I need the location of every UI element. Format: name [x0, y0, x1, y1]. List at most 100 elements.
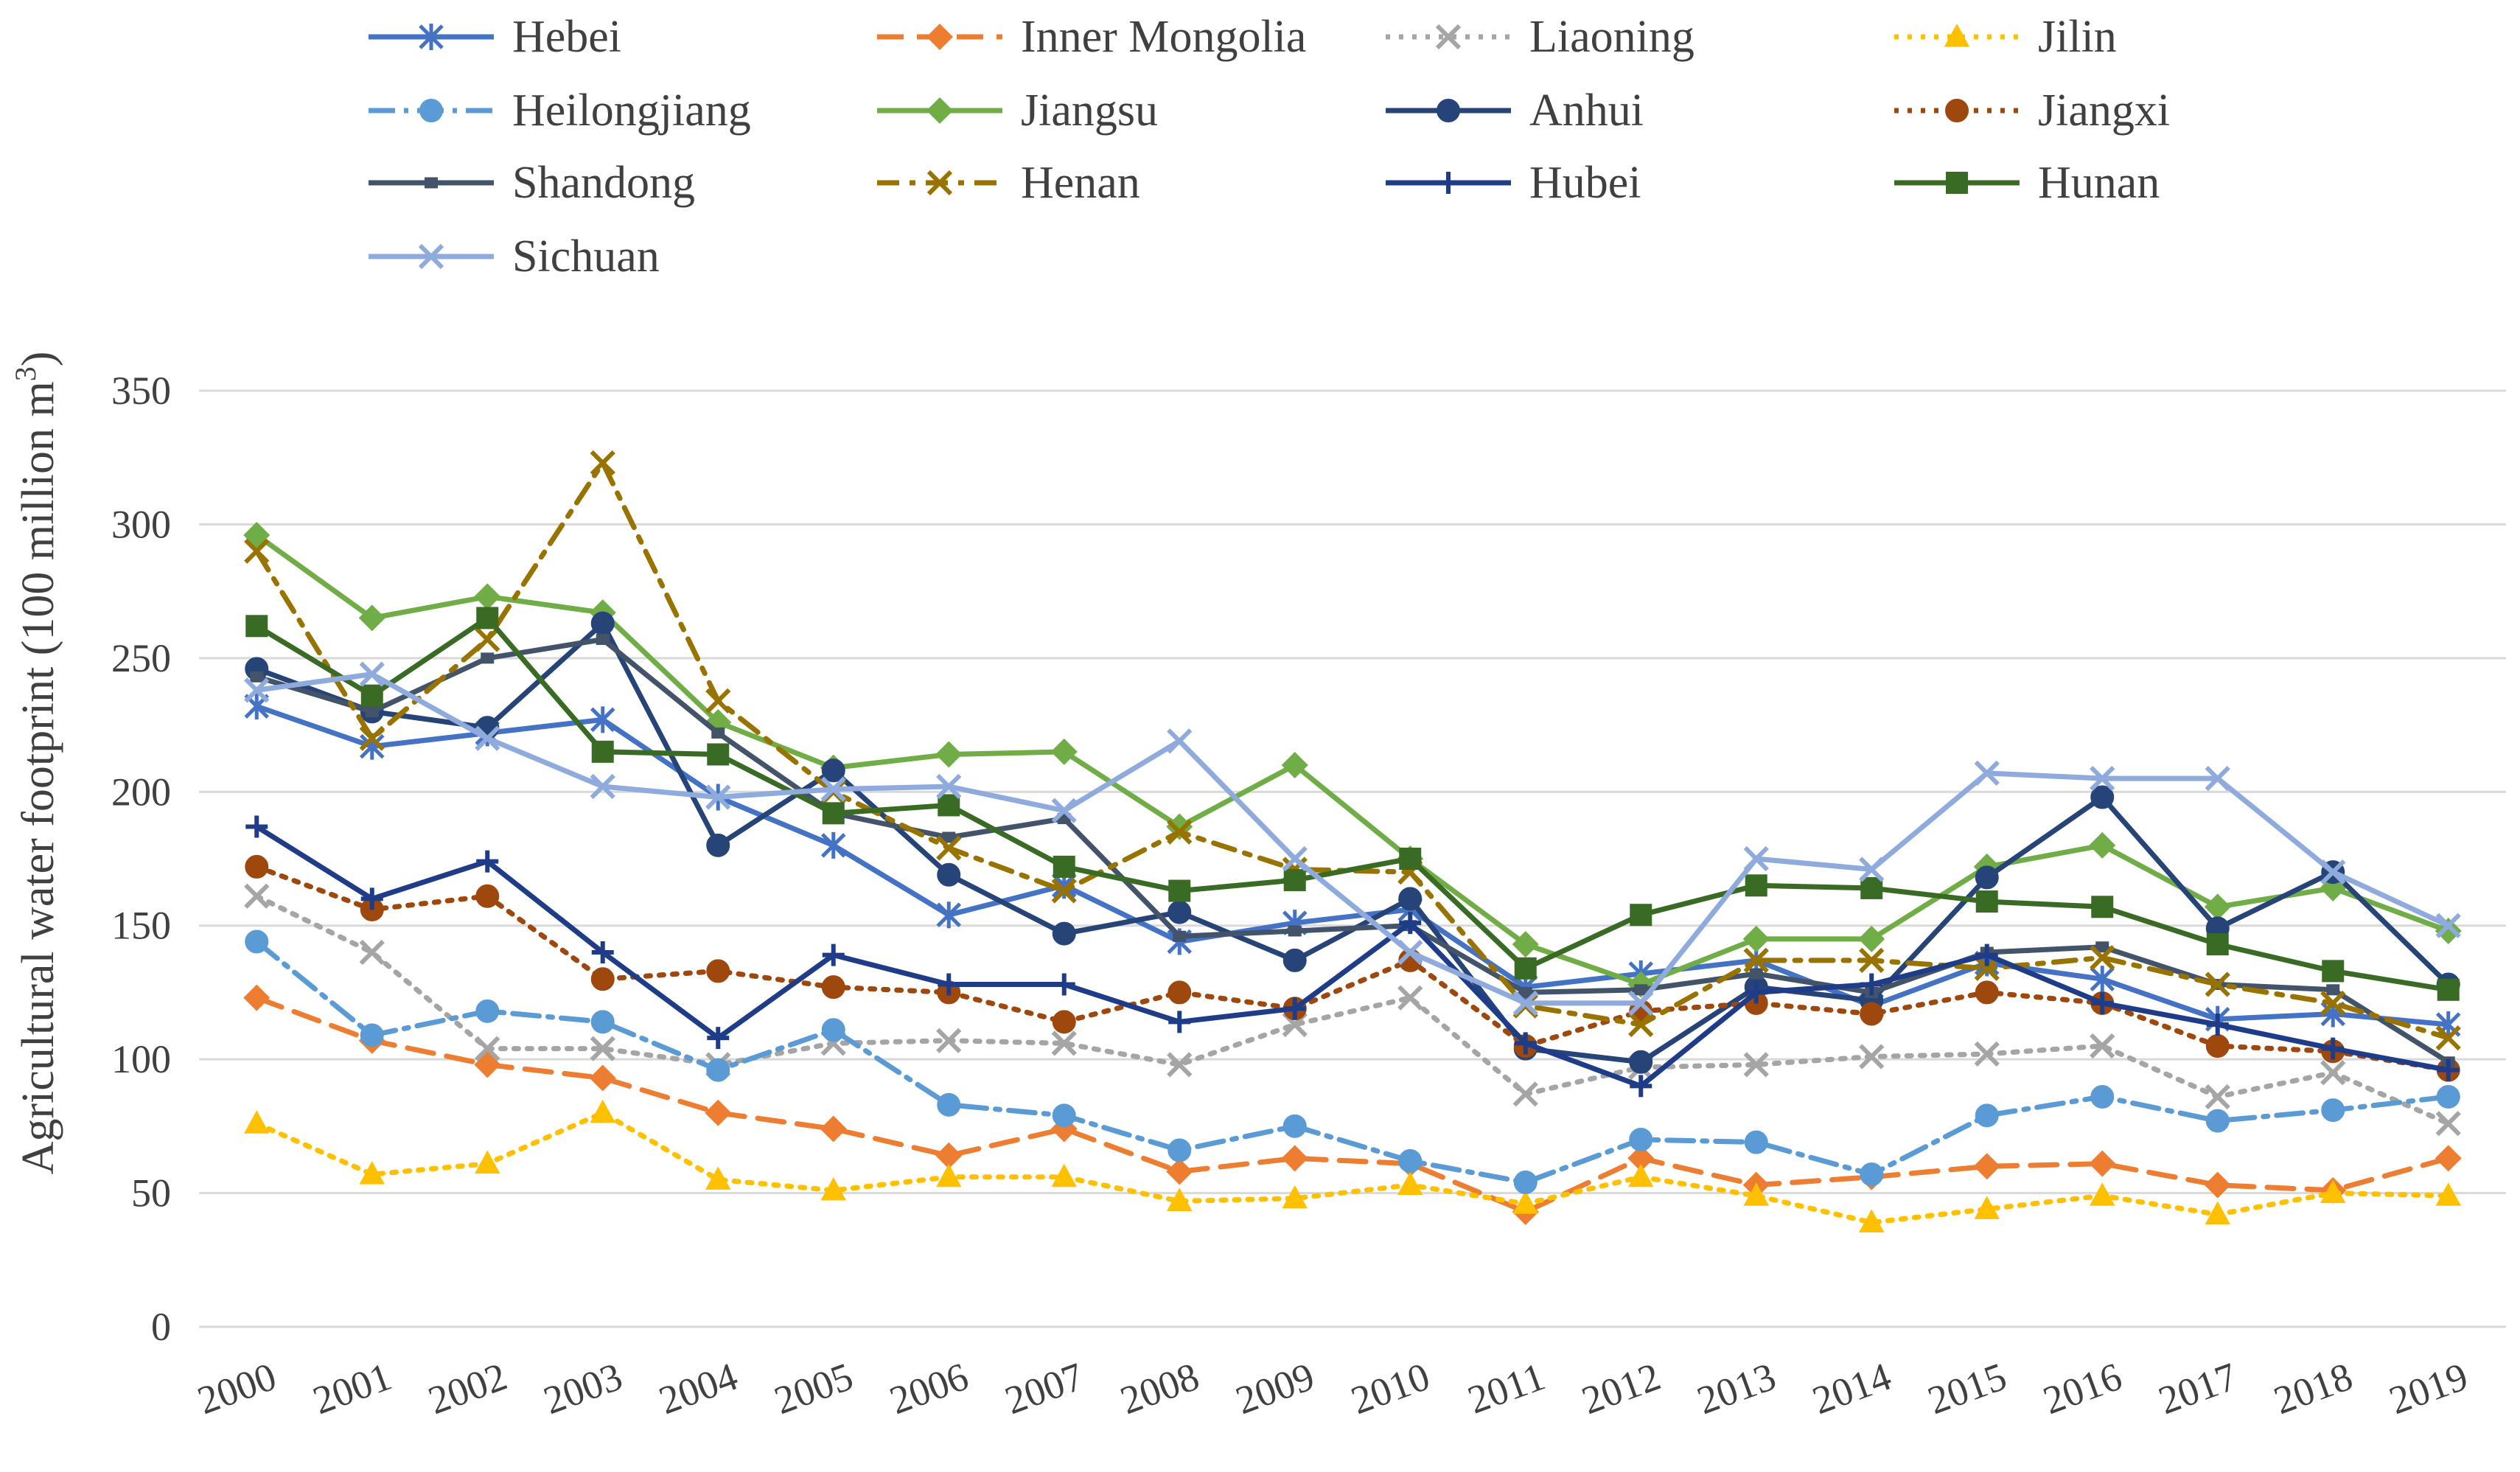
series-line	[254, 637, 2451, 1065]
y-tick-label: 200	[111, 770, 171, 814]
data-point	[1859, 1044, 1885, 1070]
data-point	[2321, 1098, 2345, 1123]
data-point	[243, 984, 271, 1011]
legend-item: Hebei	[369, 12, 621, 62]
data-point	[936, 773, 962, 800]
data-point	[1167, 728, 1193, 754]
data-point	[2091, 991, 2114, 1014]
y-tick-label: 250	[111, 636, 171, 680]
x-tick-label: 2009	[1230, 1354, 1320, 1423]
grid-lines	[199, 389, 2506, 1328]
x-tick-label: 2012	[1576, 1354, 1666, 1423]
data-point	[245, 815, 268, 838]
data-point	[360, 887, 383, 910]
data-point	[1630, 1075, 1652, 1098]
data-point	[250, 671, 264, 683]
data-point	[938, 973, 960, 996]
data-point	[705, 784, 731, 810]
series-sichuan	[244, 661, 2461, 1016]
data-point	[1975, 943, 1998, 966]
data-point	[820, 1115, 847, 1143]
data-point	[936, 1028, 962, 1053]
data-point	[1860, 1002, 1884, 1026]
data-point	[590, 967, 615, 991]
data-point	[1974, 760, 2000, 786]
data-point	[937, 862, 961, 887]
data-point	[821, 975, 845, 1000]
data-point	[2320, 1179, 2346, 1204]
data-point	[1053, 855, 1075, 878]
data-point	[2437, 978, 2460, 1001]
data-point	[2090, 1182, 2115, 1206]
data-point	[590, 450, 615, 476]
data-point	[359, 939, 385, 966]
series-hubei	[245, 815, 2460, 1098]
data-point	[475, 999, 500, 1023]
series-line	[254, 703, 2451, 1028]
series-line	[254, 939, 2451, 1185]
data-point	[705, 688, 731, 714]
data-point	[2205, 1084, 2230, 1110]
data-point	[2090, 1033, 2115, 1059]
data-point	[591, 740, 614, 763]
legend-item: Inner Mongolia	[877, 12, 1306, 62]
data-point	[425, 177, 438, 189]
data-point	[822, 943, 845, 966]
data-point	[2435, 1111, 2461, 1137]
data-point	[935, 1142, 963, 1169]
data-point	[1167, 1052, 1193, 1078]
data-point	[589, 1064, 616, 1092]
data-point	[419, 99, 443, 122]
legend-item: Jilin	[1894, 12, 2117, 62]
data-point	[359, 1161, 385, 1185]
data-point	[822, 802, 845, 825]
data-point	[1627, 1145, 1655, 1172]
data-point	[2435, 1025, 2461, 1051]
data-point	[1628, 1163, 1654, 1187]
data-point	[1052, 921, 1076, 946]
data-point	[1974, 1041, 2000, 1067]
y-tick-label: 100	[111, 1037, 171, 1081]
data-point	[1975, 1103, 1999, 1128]
data-point	[936, 835, 962, 861]
y-tick-label: 150	[111, 904, 171, 948]
data-point	[705, 1166, 731, 1190]
series-heilongjiang	[245, 929, 2460, 1195]
data-point	[244, 883, 270, 909]
series-line	[254, 1110, 2451, 1225]
data-point	[1435, 24, 1462, 50]
data-point	[2090, 785, 2115, 809]
series-line	[254, 864, 2451, 1073]
data-point	[1628, 1011, 1654, 1038]
data-point	[711, 727, 725, 739]
data-point	[926, 170, 953, 196]
series-henan	[244, 450, 2461, 1051]
data-point	[1397, 939, 1423, 966]
series-jilin	[244, 1099, 2461, 1232]
data-point	[1051, 1030, 1077, 1056]
data-point	[590, 773, 615, 800]
data-point	[2204, 1171, 2231, 1199]
data-point	[475, 1150, 500, 1174]
data-point	[1975, 890, 1998, 913]
legend-item: Henan	[877, 158, 1140, 208]
data-point	[2320, 859, 2346, 885]
data-point	[820, 776, 846, 802]
data-point	[1944, 24, 1970, 47]
data-point	[2091, 896, 2114, 918]
y-tick-label: 0	[151, 1305, 171, 1349]
data-point	[2206, 933, 2229, 956]
data-point	[1051, 798, 1077, 823]
data-point	[1282, 1114, 1307, 1138]
data-point	[1282, 1185, 1308, 1209]
data-point	[821, 1018, 845, 1042]
legend-label: Shandong	[512, 158, 695, 208]
data-point	[820, 831, 846, 859]
legend-item: Jiangxi	[1894, 86, 2170, 136]
legend-label: Jilin	[2038, 12, 2117, 62]
data-point	[1282, 845, 1308, 872]
data-point	[590, 706, 615, 733]
x-tick-label: 2008	[1114, 1354, 1204, 1423]
legend-item: Sichuan	[369, 231, 660, 282]
data-point	[1512, 990, 1538, 1016]
